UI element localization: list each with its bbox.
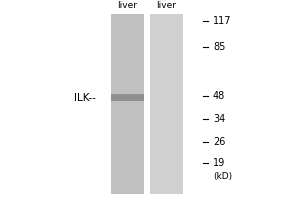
Text: liver: liver [118, 1, 137, 10]
Text: 26: 26 [213, 137, 225, 147]
Bar [111, 94, 144, 101]
Text: 19: 19 [213, 158, 225, 168]
Text: 117: 117 [213, 16, 232, 26]
Text: 48: 48 [213, 91, 225, 101]
Text: (kD): (kD) [213, 172, 232, 182]
Text: ILK--: ILK-- [74, 93, 96, 103]
Bar [150, 14, 183, 194]
Text: 34: 34 [213, 114, 225, 124]
Text: liver: liver [157, 1, 176, 10]
Bar [111, 14, 144, 194]
Text: 85: 85 [213, 42, 225, 52]
